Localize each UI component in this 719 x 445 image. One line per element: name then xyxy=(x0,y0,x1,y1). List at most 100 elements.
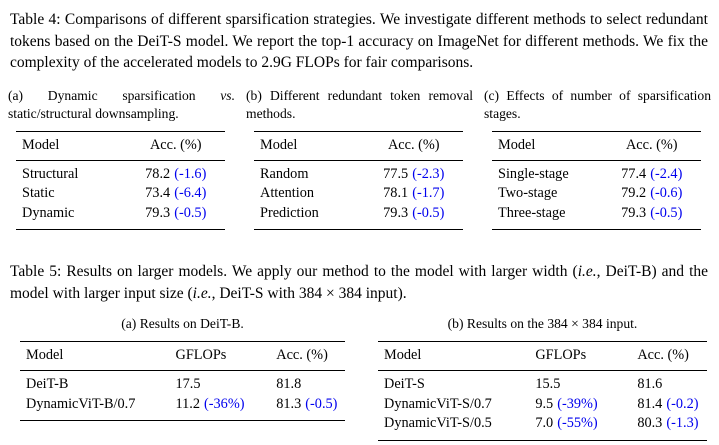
column-header-model: Model xyxy=(16,131,127,161)
acc-cell: 79.2 (-0.6) xyxy=(603,184,701,204)
model-cell: Attention xyxy=(260,185,315,202)
column-header-acc: Acc. (%) xyxy=(126,131,225,161)
table-row: DeiT-S 15.5 81.6 xyxy=(378,371,707,395)
table4b-table: Model Acc. (%) Random 77.5 (-2.3) Attenti… xyxy=(254,130,463,231)
table4c-column: (c) Effects of number of sparsifica­tion… xyxy=(484,87,711,231)
acc-value: 73.4 xyxy=(145,185,171,202)
table5-subtables: (a) Results on DeiT-B. Model GFLOPs Acc.… xyxy=(20,316,707,441)
gflops-cell: 11.2 (-36%) xyxy=(170,395,271,421)
acc-delta: (-1.6) xyxy=(174,165,207,182)
table5-caption-part3: , DeiT-S with 384 × 384 input). xyxy=(211,284,407,302)
gflops-cell: 17.5 xyxy=(170,371,271,395)
acc-delta: (-0.5) xyxy=(650,204,683,221)
acc-delta: (-0.2) xyxy=(666,395,699,412)
table5-caption-ie1: i.e. xyxy=(577,263,597,281)
acc-value: 77.4 xyxy=(621,165,647,182)
acc-value: 80.3 xyxy=(637,415,663,432)
column-header-gflops: GFLOPs xyxy=(529,341,632,372)
acc-value: 79.3 xyxy=(621,204,647,221)
table-row: Two-stage 79.2 (-0.6) xyxy=(492,184,701,204)
table-row: Three-stage 79.3 (-0.5) xyxy=(492,204,701,230)
acc-cell: 77.4 (-2.4) xyxy=(603,160,701,184)
acc-value: 79.3 xyxy=(145,204,171,221)
acc-delta: (-6.4) xyxy=(174,185,207,202)
column-header-acc: Acc. (%) xyxy=(270,341,345,372)
gflops-cell: 7.0 (-55%) xyxy=(529,414,631,440)
table-header-row: Model GFLOPs Acc. (%) xyxy=(20,341,345,372)
table4a-column: (a) Dynamic sparsification vs. static/st… xyxy=(8,87,235,231)
acc-delta: (-1.7) xyxy=(412,185,445,202)
column-header-acc: Acc. (%) xyxy=(364,131,463,161)
table5-caption: Table 5: Results on larger models. We ap… xyxy=(10,261,708,304)
acc-value: 81.3 xyxy=(276,395,302,412)
acc-value: 81.8 xyxy=(276,376,302,393)
column-header-model: Model xyxy=(20,341,170,372)
acc-cell: 81.6 xyxy=(631,371,707,395)
table5b-caption: (b) Results on the 384 × 384 input. xyxy=(447,316,638,332)
model-cell: DynamicViT-S/0.7 xyxy=(384,395,492,412)
gflops-delta: (-36%) xyxy=(204,395,245,412)
table-row: Random 77.5 (-2.3) xyxy=(254,160,463,184)
table5a-caption: (a) Results on DeiT-B. xyxy=(121,316,244,332)
table5b-table: Model GFLOPs Acc. (%) DeiT-S 15.5 81.6 D… xyxy=(378,341,707,441)
table5-caption-ie2: i.e. xyxy=(192,284,212,302)
acc-delta: (-1.3) xyxy=(666,415,699,432)
model-cell: Random xyxy=(260,165,309,182)
model-cell: Three-stage xyxy=(498,204,566,221)
table-header-row: Model Acc. (%) xyxy=(254,131,463,161)
acc-delta: (-0.5) xyxy=(174,204,207,221)
model-cell: Two-stage xyxy=(498,185,558,202)
model-cell: Static xyxy=(22,185,55,202)
acc-cell: 78.2 (-1.6) xyxy=(127,160,225,184)
model-cell: DeiT-B xyxy=(26,376,69,393)
model-cell: DynamicViT-B/0.7 xyxy=(26,395,136,412)
table4a-caption: (a) Dynamic sparsification vs. static/st… xyxy=(8,87,235,123)
table4-caption: Table 4: Comparisons of different sparsi… xyxy=(10,9,708,74)
table-row: DynamicViT-S/0.5 7.0 (-55%) 80.3 (-1.3) xyxy=(378,414,707,440)
table4a-table: Model Acc. (%) Structural 78.2 (-1.6) Sta… xyxy=(16,130,225,231)
gflops-cell: 9.5 (-39%) xyxy=(529,395,631,415)
table-row: DynamicViT-S/0.7 9.5 (-39%) 81.4 (-0.2) xyxy=(378,395,707,415)
table-row: Single-stage 77.4 (-2.4) xyxy=(492,160,701,184)
acc-cell: 80.3 (-1.3) xyxy=(631,414,707,440)
gflops-value: 17.5 xyxy=(175,376,201,393)
acc-delta: (-0.6) xyxy=(650,185,683,202)
model-cell: Single-stage xyxy=(498,165,569,182)
table4a-caption-part1: (a) Dynamic sparsification xyxy=(8,87,221,103)
model-cell: Structural xyxy=(22,165,79,182)
table-header-row: Model GFLOPs Acc. (%) xyxy=(378,341,707,372)
table5a-table: Model GFLOPs Acc. (%) DeiT-B 17.5 81.8 D… xyxy=(20,341,345,422)
acc-delta: (-0.5) xyxy=(305,395,338,412)
column-header-model: Model xyxy=(254,131,365,161)
acc-cell: 79.3 (-0.5) xyxy=(365,204,463,230)
column-header-acc: Acc. (%) xyxy=(602,131,701,161)
gflops-delta: (-55%) xyxy=(557,415,598,432)
acc-cell: 81.8 xyxy=(270,371,345,395)
table-header-row: Model Acc. (%) xyxy=(492,131,701,161)
gflops-value: 11.2 xyxy=(175,395,201,412)
table-row: Prediction 79.3 (-0.5) xyxy=(254,204,463,230)
table4a-caption-vs: vs. xyxy=(220,87,235,103)
table4-caption-text: Table 4: Comparisons of different sparsi… xyxy=(10,11,708,72)
table5b-column: (b) Results on the 384 × 384 input. Mode… xyxy=(378,316,707,441)
table-row: DeiT-B 17.5 81.8 xyxy=(20,371,345,395)
acc-cell: 77.5 (-2.3) xyxy=(365,160,463,184)
table5a-column: (a) Results on DeiT-B. Model GFLOPs Acc.… xyxy=(20,316,345,441)
model-cell: DynamicViT-S/0.5 xyxy=(384,415,492,432)
acc-value: 78.2 xyxy=(145,165,171,182)
table-row: Static 73.4 (-6.4) xyxy=(16,184,225,204)
acc-cell: 81.3 (-0.5) xyxy=(270,395,345,421)
gflops-cell: 15.5 xyxy=(529,371,631,395)
column-header-acc: Acc. (%) xyxy=(631,341,707,372)
table5-caption-part2: , DeiT-B) and the model with larger inpu… xyxy=(10,263,709,302)
acc-cell: 81.4 (-0.2) xyxy=(631,395,707,415)
acc-value: 81.4 xyxy=(637,395,663,412)
table4c-caption: (c) Effects of number of sparsifica­tion… xyxy=(484,87,711,121)
acc-value: 79.3 xyxy=(383,204,409,221)
model-cell: Dynamic xyxy=(22,204,75,221)
model-cell: Prediction xyxy=(260,204,319,221)
table5-caption-part1: Table 5: Results on larger models. We ap… xyxy=(10,263,578,281)
acc-value: 81.6 xyxy=(637,376,663,393)
gflops-delta: (-39%) xyxy=(557,395,598,412)
